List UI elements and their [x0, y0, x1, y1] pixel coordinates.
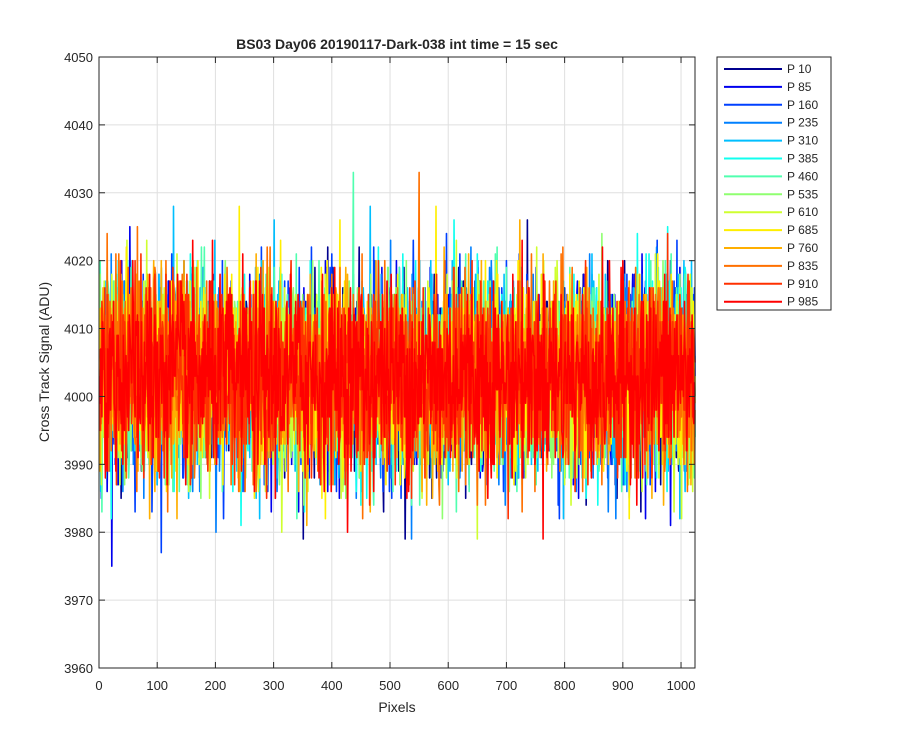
y-tick-label: 3960 [64, 661, 93, 676]
legend-label: P 835 [787, 259, 818, 273]
chart-title: BS03 Day06 20190117-Dark-038 int time = … [236, 36, 558, 52]
legend-label: P 610 [787, 205, 818, 219]
x-tick-label: 300 [263, 678, 285, 693]
y-tick-label: 4010 [64, 322, 93, 337]
y-tick-label: 4000 [64, 389, 93, 404]
x-tick-label: 400 [321, 678, 343, 693]
x-tick-label: 900 [612, 678, 634, 693]
x-tick-label: 100 [146, 678, 168, 693]
x-tick-label: 500 [379, 678, 401, 693]
series-line [98, 239, 696, 540]
legend-label: P 985 [787, 295, 818, 309]
legend-label: P 235 [787, 116, 818, 130]
legend: P 10 P 85 P 160 P 235 P 310 P 385 P 460 P 535 P … [716, 56, 832, 311]
y-axis-label: Cross Track Signal (ADU) [36, 282, 52, 442]
x-tick-label: 800 [554, 678, 576, 693]
legend-box [716, 56, 832, 311]
legend-label: P 685 [787, 223, 818, 237]
plot-frame [98, 56, 696, 669]
legend-label: P 10 [787, 62, 812, 76]
x-tick-label: 0 [95, 678, 102, 693]
y-ticks: 3960 3970 3980 3990 4000 4010 4020 4030 4040 4050 [64, 50, 695, 676]
legend-label: P 310 [787, 134, 818, 148]
x-tick-label: 700 [496, 678, 518, 693]
legend-label: P 760 [787, 241, 818, 255]
legend-label: P 160 [787, 98, 818, 112]
x-ticks: 0 100 200 300 400 500 600 700 800 900 1000 [95, 57, 695, 693]
y-tick-label: 4050 [64, 50, 93, 65]
y-tick-label: 3980 [64, 525, 93, 540]
legend-label: P 910 [787, 277, 818, 291]
x-tick-label: 600 [437, 678, 459, 693]
x-axis-label: Pixels [378, 699, 415, 715]
y-tick-label: 3990 [64, 457, 93, 472]
y-tick-label: 4030 [64, 186, 93, 201]
y-tick-label: 3970 [64, 593, 93, 608]
y-tick-label: 4020 [64, 254, 93, 269]
series-layer [98, 171, 696, 567]
legend-label: P 85 [787, 80, 812, 94]
legend-label: P 385 [787, 152, 818, 166]
y-tick-label: 4040 [64, 118, 93, 133]
x-tick-label: 1000 [667, 678, 696, 693]
legend-label: P 460 [787, 169, 818, 183]
x-tick-label: 200 [205, 678, 227, 693]
legend-label: P 535 [787, 187, 818, 201]
